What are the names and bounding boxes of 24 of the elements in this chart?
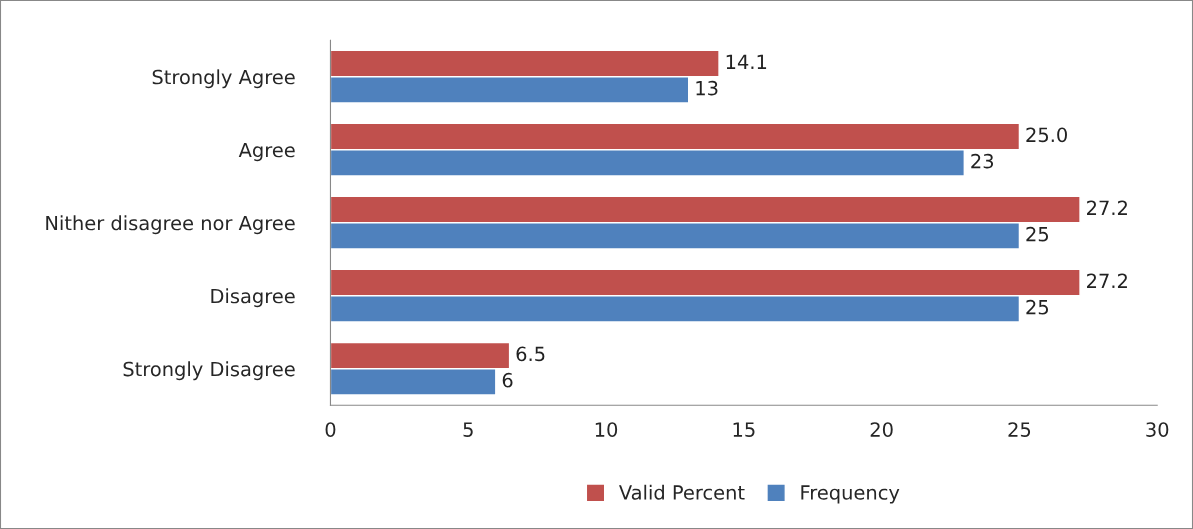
data-label: 6 xyxy=(502,372,513,388)
y-tick-label: Strongly Disagree xyxy=(123,361,295,381)
data-label: 13 xyxy=(696,80,718,96)
y-tick-label: Disagree xyxy=(211,288,295,308)
x-tick-label: 15 xyxy=(733,422,755,437)
x-tick-label: 10 xyxy=(595,422,618,437)
data-label: 23 xyxy=(971,153,994,169)
data-label: 14.1 xyxy=(726,54,767,69)
x-tick-label: 25 xyxy=(1008,422,1031,437)
y-tick-label: Nither disagree nor Agree xyxy=(46,215,295,235)
y-tick-label: Agree xyxy=(238,142,295,162)
data-label: 25 xyxy=(1026,226,1049,242)
data-label: 25 xyxy=(1026,299,1049,315)
legend-label: Valid Percent xyxy=(619,484,745,500)
x-tick-label: 0 xyxy=(325,422,336,437)
x-tick-label: 30 xyxy=(1146,422,1169,437)
legend-label: Frequency xyxy=(801,485,900,504)
y-tick-label: Strongly Agree xyxy=(152,69,295,89)
data-label: 27.2 xyxy=(1087,200,1127,215)
x-tick-label: 20 xyxy=(870,422,893,437)
data-label: 6.5 xyxy=(516,346,545,362)
x-tick-label: 5 xyxy=(463,422,473,437)
data-label: 25.0 xyxy=(1026,127,1067,143)
data-label: 27.2 xyxy=(1087,273,1127,288)
